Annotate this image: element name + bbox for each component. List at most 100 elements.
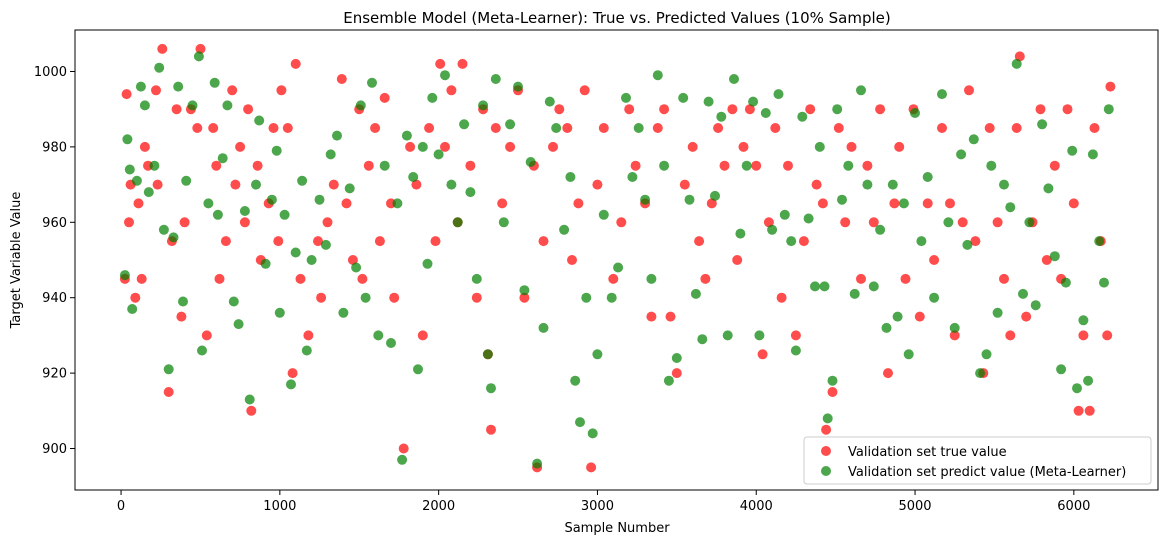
data-point: [894, 141, 905, 152]
data-point: [738, 141, 749, 152]
data-point: [122, 134, 133, 145]
data-point: [892, 311, 903, 322]
data-point: [149, 160, 160, 171]
legend-label-true: Validation set true value: [848, 445, 1007, 460]
data-point: [999, 273, 1009, 284]
data-point: [722, 330, 733, 341]
data-point: [633, 123, 644, 133]
data-point: [832, 104, 843, 115]
data-point: [992, 307, 1003, 318]
data-point: [482, 349, 493, 360]
data-point: [328, 179, 339, 190]
data-point: [770, 123, 781, 133]
data-point: [810, 281, 820, 292]
data-point: [579, 85, 590, 96]
data-point: [833, 123, 844, 133]
data-point: [320, 239, 331, 250]
data-point: [151, 85, 161, 96]
data-point: [1068, 198, 1079, 209]
x-axis-label: Sample Number: [564, 521, 670, 536]
data-point: [819, 281, 830, 292]
data-point: [922, 198, 933, 209]
data-point: [214, 273, 225, 284]
data-point: [163, 387, 174, 397]
data-point: [1041, 255, 1052, 265]
y-tick-label: 920: [42, 367, 67, 382]
data-point: [505, 141, 516, 152]
data-point: [883, 368, 893, 379]
data-point: [937, 123, 947, 133]
data-point: [192, 123, 203, 133]
data-point: [732, 255, 743, 265]
data-point: [776, 292, 787, 303]
data-point: [332, 130, 342, 141]
data-point: [351, 262, 362, 273]
data-point: [798, 236, 809, 247]
data-point: [370, 123, 381, 133]
y-tick-label: 1000: [34, 65, 67, 80]
points-layer: [119, 43, 1116, 473]
data-point: [613, 262, 624, 273]
data-point: [767, 224, 778, 235]
data-point: [119, 270, 130, 281]
data-point: [152, 179, 163, 190]
data-point: [1078, 330, 1089, 341]
data-point: [811, 179, 822, 190]
data-point: [822, 413, 833, 424]
data-point: [363, 160, 374, 171]
data-point: [949, 330, 960, 341]
data-point: [744, 104, 755, 115]
data-point: [843, 160, 854, 171]
data-point: [171, 104, 182, 115]
data-point: [910, 108, 920, 118]
data-point: [640, 194, 651, 205]
data-point: [379, 160, 390, 171]
data-point: [581, 292, 592, 303]
data-point: [779, 209, 790, 220]
data-point: [401, 130, 412, 141]
data-point: [276, 85, 287, 96]
data-point: [544, 96, 555, 107]
data-point: [187, 100, 198, 111]
data-point: [124, 164, 135, 175]
data-point: [478, 100, 489, 111]
data-point: [519, 285, 530, 296]
data-point: [598, 209, 609, 220]
data-point: [710, 190, 720, 201]
data-point: [1072, 383, 1082, 394]
data-point: [803, 213, 814, 224]
data-point: [1073, 405, 1084, 416]
data-point: [1078, 315, 1089, 326]
y-tick-label: 980: [42, 140, 67, 155]
data-point: [570, 375, 581, 386]
data-point: [757, 349, 768, 360]
data-point: [211, 160, 222, 171]
data-point: [532, 458, 543, 469]
data-point: [325, 149, 336, 160]
data-point: [306, 255, 317, 265]
data-point: [136, 273, 147, 284]
data-point: [374, 236, 385, 247]
data-point: [1024, 217, 1035, 228]
data-point: [1094, 236, 1105, 247]
data-point: [347, 255, 358, 265]
data-point: [440, 141, 450, 152]
data-point: [244, 394, 255, 405]
data-point: [446, 85, 457, 96]
data-point: [389, 292, 400, 303]
data-point: [616, 217, 627, 228]
data-point: [313, 236, 323, 247]
data-point: [962, 239, 973, 250]
data-point: [713, 123, 724, 133]
data-point: [435, 58, 446, 69]
data-point: [741, 160, 752, 171]
data-point: [1103, 104, 1114, 115]
data-point: [471, 292, 482, 303]
data-point: [195, 43, 206, 54]
data-point: [235, 141, 246, 152]
data-point: [316, 292, 327, 303]
data-point: [887, 179, 898, 190]
x-tick-label: 2000: [422, 499, 455, 514]
data-point: [760, 108, 771, 118]
data-point: [486, 424, 496, 435]
